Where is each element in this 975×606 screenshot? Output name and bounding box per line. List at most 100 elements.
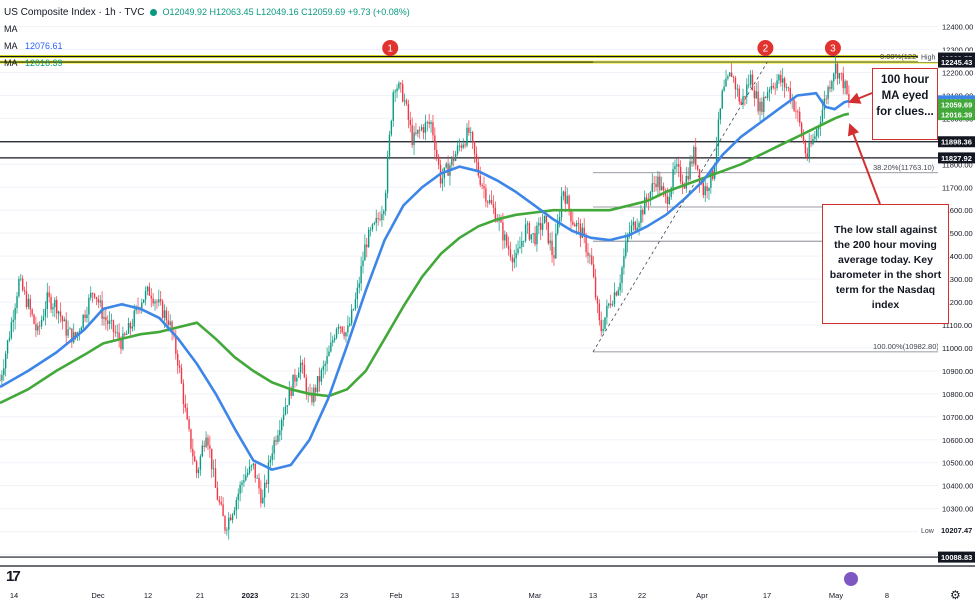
candle-body (275, 440, 277, 442)
candle-body (290, 387, 292, 396)
candle-body (182, 383, 185, 405)
price-tag (938, 551, 975, 563)
candle-body (483, 185, 485, 189)
candle-body (93, 293, 96, 298)
candle-body (10, 322, 13, 339)
candle-body (424, 122, 427, 133)
candle-body (496, 221, 498, 222)
candle-body (749, 74, 752, 85)
candle-body (473, 141, 476, 154)
candle-body (719, 108, 722, 120)
candle-body (687, 175, 689, 180)
candle-body (59, 311, 62, 317)
candle-body (488, 199, 491, 203)
candle-body (80, 327, 82, 332)
candle-body (27, 298, 30, 307)
candle-body (31, 309, 33, 315)
candle-body (653, 183, 655, 185)
candle-body (579, 223, 582, 238)
candle-body (825, 98, 827, 100)
candle-body (710, 169, 712, 188)
ohlc-close: C12059.69 (301, 7, 346, 17)
candle-body (396, 88, 398, 92)
candle-body (384, 193, 387, 212)
candle-body (475, 153, 478, 163)
candle-body (405, 100, 408, 105)
candle-body (233, 510, 236, 515)
candle-body (205, 437, 207, 447)
candle-body (63, 319, 65, 322)
candle-body (619, 283, 621, 291)
fib-level-label: 100.00%(10982.80) (873, 342, 939, 351)
candle-body (209, 445, 211, 449)
candle-body (407, 104, 410, 120)
candle-body (551, 240, 553, 256)
candle-body (530, 234, 532, 240)
candle-body (161, 301, 164, 318)
candle-body (175, 335, 177, 354)
candle-body (222, 504, 224, 517)
candle-body (243, 480, 245, 483)
candle-body (681, 181, 684, 186)
candle-body (536, 225, 538, 245)
y-tick-label: 11700.00 (942, 183, 973, 192)
candle-body (108, 320, 111, 324)
candle-body (367, 229, 370, 248)
candle-body (373, 222, 376, 225)
candle-body (829, 87, 831, 89)
candle-body (107, 320, 109, 324)
candle-body (481, 184, 483, 186)
y-tick-label: 11400.00 (942, 252, 973, 261)
candle-body (609, 303, 612, 306)
candle-body (144, 291, 147, 300)
candle-body (411, 125, 413, 146)
legend-ma-row[interactable]: MA 12016.39 (4, 55, 410, 72)
event-flag-icon[interactable] (844, 572, 858, 586)
candle-body (793, 99, 795, 111)
candle-body (799, 111, 801, 123)
candle-body (20, 278, 22, 280)
candle-body (468, 127, 470, 133)
candle-body (426, 121, 428, 123)
price-tag-value: 10207.47 (941, 526, 972, 535)
candle-body (566, 195, 568, 204)
candle-body (538, 223, 540, 226)
candle-body (241, 482, 243, 485)
tradingview-logo-icon: 17 (6, 568, 21, 585)
candle-body (335, 329, 338, 338)
candle-body (453, 157, 455, 161)
candle-body (454, 153, 457, 161)
y-tick-label: 11300.00 (942, 275, 973, 284)
candle-body (347, 325, 349, 333)
candle-body (513, 258, 515, 263)
candle-body (90, 292, 92, 298)
candle-body (33, 314, 35, 324)
candle-body (277, 435, 279, 442)
candle-body (220, 502, 222, 505)
candle-body (608, 303, 610, 306)
x-tick-label: Apr (696, 591, 708, 600)
y-tick-label: 11500.00 (942, 229, 973, 238)
candle-body (197, 469, 200, 474)
candle-body (770, 85, 773, 90)
symbol-title[interactable]: US Composite Index · 1h · TVC (4, 7, 145, 18)
candle-body (82, 314, 84, 328)
candle-body (572, 221, 574, 225)
peak-marker-label: 2 (763, 44, 769, 55)
candle-body (0, 380, 1, 381)
candle-body (116, 332, 118, 334)
candle-body (86, 314, 88, 319)
legend-ma-row[interactable]: MA (4, 21, 410, 38)
candle-body (504, 234, 506, 241)
candle-body (549, 240, 551, 244)
price-tag-label: Low (921, 528, 935, 535)
candle-body (337, 326, 340, 330)
legend-ma-row[interactable]: MA 12076.61 (4, 38, 410, 55)
gear-icon[interactable]: ⚙ (950, 588, 961, 602)
candle-body (392, 92, 394, 121)
candle-body (577, 223, 580, 224)
candle-body (129, 323, 132, 329)
candle-body (806, 153, 808, 158)
candle-body (747, 84, 750, 86)
